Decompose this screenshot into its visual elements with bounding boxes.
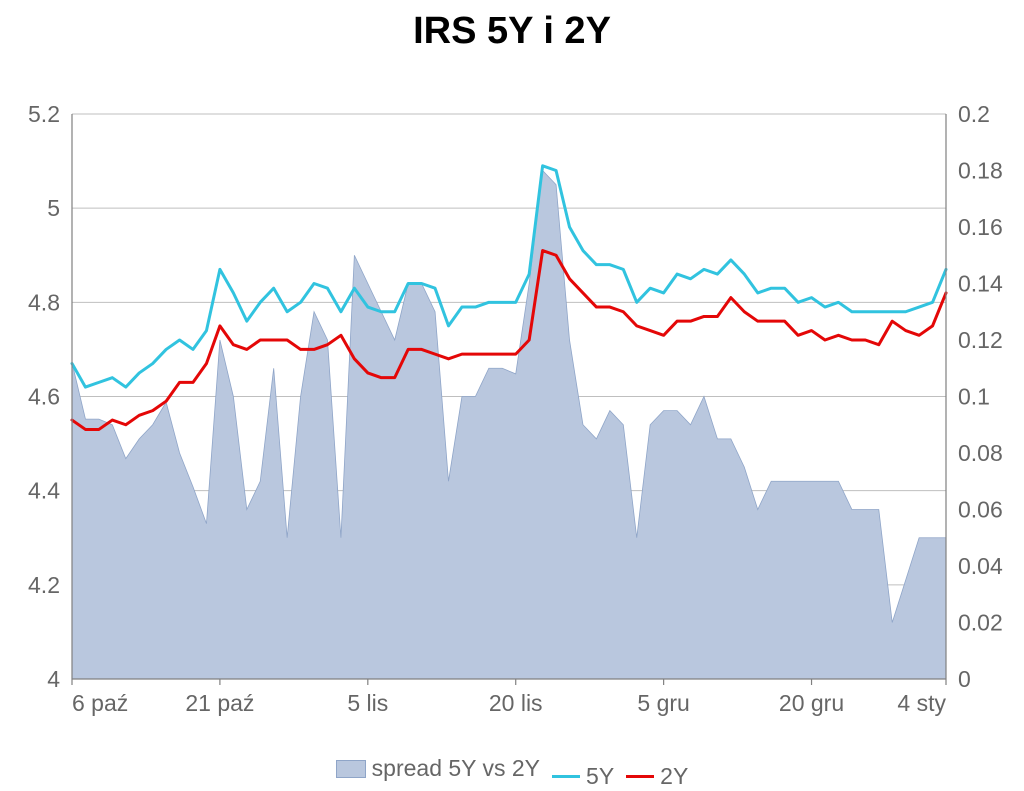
y-left-tick-label: 4.6 [28,384,60,410]
y-left-tick-label: 4.2 [28,572,60,598]
y-left-tick-label: 5.2 [28,101,60,127]
irs-chart: IRS 5Y i 2Y 44.24.44.64.855.200.020.040.… [0,0,1024,791]
y-right-tick-label: 0.08 [958,440,1003,466]
y-right-tick-label: 0.06 [958,497,1003,523]
y-right-tick-label: 0 [958,666,971,692]
legend-item-spread: spread 5Y vs 2Y [336,755,540,782]
legend-label: 5Y [586,763,614,790]
x-tick-label: 20 gru [779,690,844,716]
y-right-tick-label: 0.1 [958,384,990,410]
legend-item-5y: 5Y [552,763,614,790]
legend-swatch-area [336,760,366,778]
legend-item-2y: 2Y [626,763,688,790]
y-left-tick-label: 4.8 [28,289,60,315]
y-right-tick-label: 0.18 [958,158,1003,184]
legend-label: spread 5Y vs 2Y [372,755,540,782]
legend-swatch-line [552,775,580,778]
x-tick-label: 20 lis [489,690,543,716]
y-right-tick-label: 0.02 [958,610,1003,636]
y-right-tick-label: 0.04 [958,553,1003,579]
y-left-tick-label: 4 [47,666,60,692]
y-left-tick-label: 4.4 [28,478,60,504]
y-right-tick-label: 0.12 [958,327,1003,353]
x-tick-label: 5 gru [637,690,689,716]
legend: spread 5Y vs 2Y 5Y 2Y [0,755,1024,790]
x-tick-label: 6 paź [72,690,128,716]
x-tick-label: 5 lis [347,690,388,716]
y-right-tick-label: 0.2 [958,101,990,127]
x-tick-label: 4 sty [897,690,946,716]
y-right-tick-label: 0.14 [958,271,1003,297]
plot-area: 4 4.2 4.4 4.6 4.8 5 5.2 0 0.02 0.04 0.06 0.08 0.1 0.1… [0,0,1024,791]
y-right-tick-label: 0.16 [958,214,1003,240]
legend-swatch-line [626,775,654,778]
x-tick-label: 21 paź [185,690,254,716]
legend-label: 2Y [660,763,688,790]
y-left-tick-label: 5 [47,195,60,221]
